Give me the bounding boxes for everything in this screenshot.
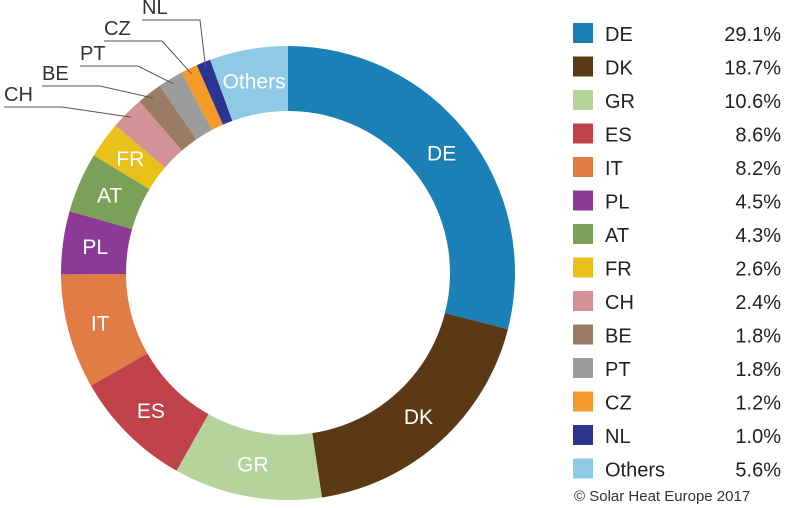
credit-text: © Solar Heat Europe 2017 — [574, 488, 750, 505]
callout-line-be — [42, 85, 154, 99]
legend-label-pl: PL — [605, 192, 629, 214]
legend-swatch-pl — [573, 190, 593, 211]
legend-label-be: BE — [605, 326, 632, 348]
slice-label-de: DE — [427, 143, 456, 166]
callout-label-nl: NL — [142, 0, 168, 19]
legend-label-ch: CH — [605, 292, 634, 314]
legend-label-cz: CZ — [605, 393, 632, 415]
legend-value-cz: 1.2% — [735, 393, 781, 415]
slice-de — [288, 46, 516, 330]
legend-value-dk: 18.7% — [724, 58, 781, 80]
legend-swatch-fr — [573, 257, 593, 278]
callout-label-pt: PT — [80, 43, 106, 65]
legend-label-others: Others — [605, 460, 665, 482]
legend-label-es: ES — [605, 125, 632, 147]
legend-value-pt: 1.8% — [735, 359, 781, 381]
legend-value-gr: 10.6% — [724, 91, 781, 113]
callout-line-ch — [4, 106, 132, 118]
callout-label-be: BE — [42, 63, 69, 85]
slice-label-others: Others — [223, 70, 286, 93]
legend-swatch-gr — [573, 90, 593, 110]
slice-label-at: AT — [97, 184, 122, 207]
legend-swatch-cz — [573, 391, 593, 412]
donut-slices — [61, 46, 516, 500]
legend-value-be: 1.8% — [735, 326, 781, 348]
legend-swatch-others — [573, 458, 593, 479]
legend-label-it: IT — [605, 158, 623, 180]
slice-gr — [176, 414, 322, 500]
slice-label-it: IT — [91, 313, 110, 336]
legend-swatch-it — [573, 157, 593, 177]
callout-label-ch: CH — [4, 84, 33, 106]
slice-label-gr: GR — [237, 453, 269, 476]
slice-pl — [61, 211, 133, 275]
legend-swatch-at — [573, 224, 593, 244]
legend-value-nl: 1.0% — [735, 426, 781, 448]
legend-swatch-be — [573, 324, 593, 345]
slice-at — [69, 155, 150, 229]
legend-value-at: 4.3% — [735, 225, 781, 247]
slice-cz — [181, 65, 223, 130]
legend-label-at: AT — [605, 225, 629, 247]
slice-es — [90, 353, 209, 471]
legend-swatch-pt — [573, 358, 593, 378]
legend-label-pt: PT — [605, 359, 631, 381]
slice-label-es: ES — [137, 400, 165, 423]
callout-line-cz — [104, 40, 193, 75]
slice-be — [139, 85, 197, 151]
legend-value-pl: 4.5% — [735, 192, 781, 214]
legend-value-fr: 2.6% — [735, 259, 781, 281]
legend-label-nl: NL — [605, 426, 631, 448]
legend: DE 29.1% DK 18.7% GR 10.6% ES 8.6% IT 8.2% PL 4.5% A… — [573, 23, 781, 482]
legend-label-fr: FR — [605, 259, 632, 281]
legend-swatch-de — [573, 23, 593, 43]
slice-fr — [93, 125, 165, 190]
legend-label-de: DE — [605, 24, 633, 46]
callout-line-pt — [80, 65, 174, 85]
slice-it — [61, 274, 148, 386]
slice-dk — [312, 313, 508, 498]
legend-swatch-es — [573, 123, 593, 144]
callout-lines: CH BE PT CZ NL — [4, 0, 207, 118]
slice-labels: DE DK GR ES IT PL AT FR Others — [82, 70, 456, 476]
slice-label-dk: DK — [404, 406, 433, 429]
slice-label-pl: PL — [82, 236, 108, 259]
legend-swatch-dk — [573, 56, 593, 77]
legend-value-es: 8.6% — [735, 125, 781, 147]
legend-value-de: 29.1% — [724, 24, 781, 46]
legend-label-dk: DK — [605, 58, 633, 80]
slice-ch — [115, 101, 182, 168]
slice-label-fr: FR — [116, 148, 144, 171]
legend-swatch-nl — [573, 425, 593, 445]
legend-value-others: 5.6% — [735, 460, 781, 482]
callout-line-nl — [142, 19, 207, 68]
slice-others — [210, 46, 288, 121]
legend-swatch-ch — [573, 291, 593, 311]
slice-nl — [196, 59, 233, 125]
slice-pt — [159, 72, 213, 140]
legend-value-ch: 2.4% — [735, 292, 781, 314]
legend-label-gr: GR — [605, 91, 635, 113]
legend-value-it: 8.2% — [735, 158, 781, 180]
callout-label-cz: CZ — [104, 18, 131, 40]
